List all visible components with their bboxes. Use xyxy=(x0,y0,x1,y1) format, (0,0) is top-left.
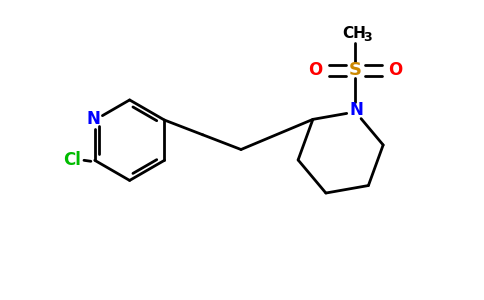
Text: S: S xyxy=(349,61,362,79)
Text: O: O xyxy=(389,61,403,79)
Text: O: O xyxy=(308,61,322,79)
Text: Cl: Cl xyxy=(63,151,81,169)
Text: CH: CH xyxy=(343,26,366,41)
Text: N: N xyxy=(86,110,100,128)
Text: 3: 3 xyxy=(363,31,372,44)
Text: N: N xyxy=(349,101,363,119)
